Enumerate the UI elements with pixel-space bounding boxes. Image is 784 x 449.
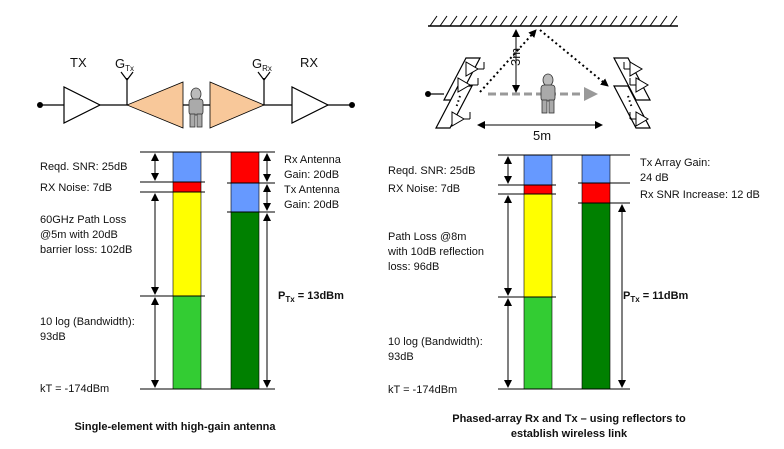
left-kt-label: kT = -174dBm bbox=[40, 383, 109, 395]
left-ptx-label: PTx = 13dBm bbox=[278, 290, 344, 304]
height-label: 3m bbox=[508, 48, 523, 66]
rx-antenna-icon bbox=[257, 71, 271, 105]
right-ptx-segment bbox=[581, 202, 611, 390]
rx-amplifier-icon bbox=[291, 86, 330, 124]
right-link-budget: Reqd. SNR: 25dB RX Noise: 7dB Path Loss … bbox=[387, 154, 760, 440]
right-ptx-label: PTx = 11dBm bbox=[623, 290, 689, 304]
right-caption-line1: Phased-array Rx and Tx – using reflector… bbox=[452, 413, 686, 425]
left-ptx-segment bbox=[230, 211, 260, 390]
right-reqd-snr-label: Reqd. SNR: 25dB bbox=[388, 165, 475, 177]
grx-label: GRx bbox=[252, 56, 272, 73]
ceiling-hatching bbox=[429, 15, 678, 27]
right-tx-array-line2: 24 dB bbox=[640, 172, 669, 184]
left-path-loss-line3: barrier loss: 102dB bbox=[40, 244, 132, 256]
left-link-budget: Reqd. SNR: 25dB RX Noise: 7dB 60GHz Path… bbox=[40, 151, 344, 433]
right-path-loss-segment bbox=[523, 193, 553, 298]
right-caption-line2: establish wireless link bbox=[511, 428, 628, 440]
rx-output-node bbox=[349, 102, 355, 108]
person-obstacle-icon bbox=[188, 87, 204, 128]
left-tx-antenna-line1: Tx Antenna bbox=[284, 184, 341, 196]
left-path-loss-segment bbox=[172, 191, 202, 297]
tx-label: TX bbox=[70, 55, 87, 70]
tx-amplifier-icon bbox=[63, 86, 102, 124]
incident-ray bbox=[479, 29, 537, 93]
left-reqd-snr-label: Reqd. SNR: 25dB bbox=[40, 161, 127, 173]
left-bandwidth-line1: 10 log (Bandwidth): bbox=[40, 316, 135, 328]
left-rx-noise-segment bbox=[172, 181, 202, 193]
right-rx-snr-segment bbox=[581, 182, 611, 204]
rx-beam bbox=[209, 81, 266, 129]
left-rx-antenna-segment bbox=[230, 151, 260, 184]
tx-beam bbox=[125, 81, 184, 129]
left-rx-noise-label: RX Noise: 7dB bbox=[40, 182, 112, 194]
tx-antenna-icon bbox=[120, 71, 134, 105]
person-obstacle-icon bbox=[540, 73, 556, 114]
left-link-schematic: TX RX GTx GRx bbox=[37, 55, 355, 129]
right-rx-noise-segment bbox=[523, 184, 553, 195]
right-tx-array-line1: Tx Array Gain: bbox=[640, 157, 710, 169]
right-kt-label: kT = -174dBm bbox=[388, 384, 457, 396]
right-bandwidth-segment bbox=[523, 296, 553, 390]
rx-label: RX bbox=[300, 55, 318, 70]
distance-label: 5m bbox=[533, 128, 551, 143]
right-reqd-snr-segment bbox=[523, 154, 553, 186]
right-path-loss-line2: with 10dB reflection bbox=[387, 246, 484, 258]
right-path-loss-line1: Path Loss @8m bbox=[388, 231, 466, 243]
right-bandwidth-line1: 10 log (Bandwidth): bbox=[388, 336, 483, 348]
right-rx-noise-label: RX Noise: 7dB bbox=[388, 183, 460, 195]
right-bandwidth-line2: 93dB bbox=[388, 351, 414, 363]
left-rx-antenna-line2: Gain: 20dB bbox=[284, 169, 339, 181]
left-bandwidth-segment bbox=[172, 295, 202, 390]
left-path-loss-line2: @5m with 20dB bbox=[40, 229, 118, 241]
left-tx-antenna-segment bbox=[230, 182, 260, 213]
left-bandwidth-line2: 93dB bbox=[40, 331, 66, 343]
tx-input-node bbox=[37, 102, 43, 108]
right-reflector-schematic: 3m 5m bbox=[425, 15, 678, 143]
tx-phased-array-icon bbox=[425, 57, 485, 129]
right-tx-array-segment bbox=[581, 154, 611, 184]
left-reqd-snr-segment bbox=[172, 151, 202, 183]
right-rx-snr-label: Rx SNR Increase: 12 dB bbox=[640, 189, 760, 201]
right-path-loss-line3: loss: 96dB bbox=[388, 261, 439, 273]
left-path-loss-line1: 60GHz Path Loss bbox=[40, 214, 127, 226]
rx-phased-array-icon bbox=[613, 57, 651, 129]
left-caption: Single-element with high-gain antenna bbox=[74, 421, 276, 433]
gtx-label: GTx bbox=[115, 56, 134, 73]
left-tx-antenna-line2: Gain: 20dB bbox=[284, 199, 339, 211]
left-rx-antenna-line1: Rx Antenna bbox=[284, 154, 342, 166]
